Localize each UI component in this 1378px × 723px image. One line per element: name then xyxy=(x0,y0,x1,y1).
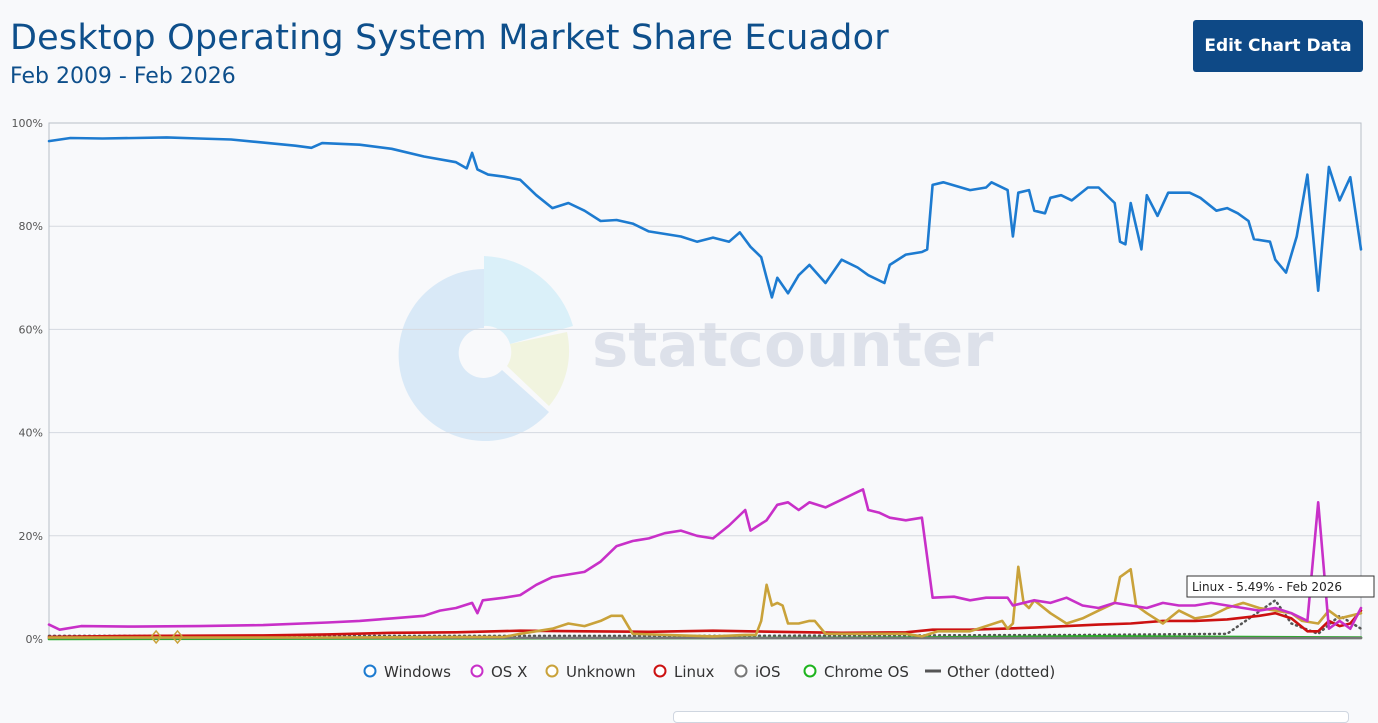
legend-label: Unknown xyxy=(566,663,636,681)
legend-label: iOS xyxy=(755,663,781,681)
legend-swatch xyxy=(734,664,748,678)
tooltip-text: Linux - 5.49% - Feb 2026 xyxy=(1192,580,1342,594)
y-tick-label: 80% xyxy=(19,220,43,233)
legend-swatch xyxy=(470,664,484,678)
watermark-logo-slice-yellow xyxy=(507,332,570,406)
statcounter-watermark: statcounter xyxy=(398,256,993,441)
y-axis: 0% 20% 40% 60% 80% 100% xyxy=(12,117,43,646)
series-marker xyxy=(171,629,184,645)
page-subtitle: Feb 2009 - Feb 2026 xyxy=(10,64,236,89)
watermark-logo-slice-blue xyxy=(398,269,549,441)
series-line-windows xyxy=(47,136,1363,299)
watermark-text: statcounter xyxy=(592,310,993,381)
y-tick-label: 60% xyxy=(19,323,43,336)
page-title: Desktop Operating System Market Share Ec… xyxy=(10,18,889,58)
y-tick-label: 20% xyxy=(19,530,43,543)
series-line-os-x xyxy=(47,488,1363,631)
y-tick-label: 0% xyxy=(26,633,43,646)
chart-markers xyxy=(150,629,184,645)
legend-label: OS X xyxy=(491,663,527,681)
series-marker xyxy=(150,629,163,645)
series-line-linux xyxy=(47,609,1363,639)
legend-swatch xyxy=(653,664,667,678)
chart-tooltip: Linux - 5.49% - Feb 2026 xyxy=(1186,575,1375,598)
bottom-panel-edge xyxy=(673,711,1349,723)
y-tick-label: 100% xyxy=(12,117,43,130)
legend-swatch xyxy=(545,664,559,678)
legend-swatch xyxy=(363,664,377,678)
edit-chart-data-button[interactable]: Edit Chart Data xyxy=(1193,20,1363,72)
chart-legend: Windows OS X Unknown Linux iOS Chrome OS Other… xyxy=(363,663,1055,681)
legend-label: Other (dotted) xyxy=(947,663,1055,681)
legend-swatch xyxy=(803,664,817,678)
y-tick-label: 40% xyxy=(19,427,43,440)
series-line-other-dotted xyxy=(47,599,1363,638)
tooltip-box xyxy=(1186,575,1375,598)
watermark-logo-slice-cyan xyxy=(484,256,573,344)
legend-label: Chrome OS xyxy=(824,663,909,681)
legend-label: Linux xyxy=(674,663,715,681)
chart-series xyxy=(47,136,1363,641)
legend-label: Windows xyxy=(384,663,451,681)
